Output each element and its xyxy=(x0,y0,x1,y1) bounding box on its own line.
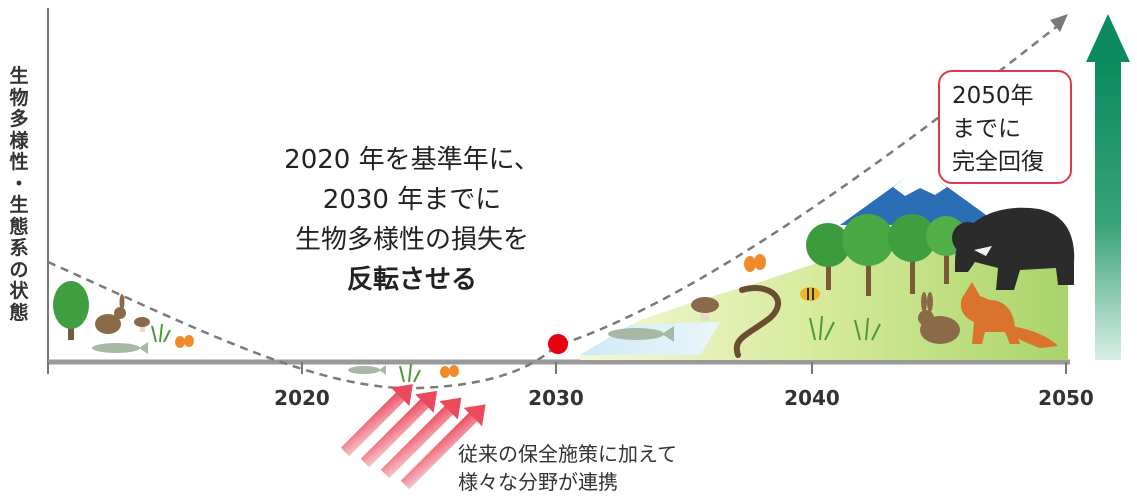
effort-arrow xyxy=(380,397,462,479)
butterfly-icon xyxy=(175,335,194,348)
y-axis-label-char: ・ xyxy=(9,172,29,195)
goal-statement-line: 2020 年を基準年に、 xyxy=(284,145,540,175)
bee-icon xyxy=(800,287,820,301)
y-axis-label-char: 状 xyxy=(9,280,29,302)
goal-2050-line: 完全回復 xyxy=(952,149,1044,175)
effort-arrow xyxy=(400,404,486,490)
goal-2050-line: までに xyxy=(952,116,1021,142)
bear-icon xyxy=(952,207,1075,290)
fish-icon xyxy=(608,326,674,342)
y-axis-label-char: 多 xyxy=(9,108,29,130)
grass-icon xyxy=(399,363,421,383)
fish-icon xyxy=(92,342,148,354)
y-axis-label-char: の xyxy=(9,258,29,281)
trough-scene xyxy=(348,363,459,383)
recovery-scene xyxy=(580,178,1075,360)
goal-2050-line: 2050年 xyxy=(952,83,1034,109)
butterfly-icon xyxy=(744,254,766,272)
x-tick-label: 2020 xyxy=(274,386,330,410)
y-axis-label-char: 生 xyxy=(9,194,29,216)
y-axis-label-char: 物 xyxy=(9,86,29,109)
x-tick-label: 2040 xyxy=(784,386,840,410)
fox-icon xyxy=(960,282,1058,348)
grass-icon xyxy=(809,315,881,341)
y-axis-label: 生 物 多 様 性 ・ 生 態 系 の 状 態 xyxy=(8,65,30,324)
y-axis-label-char: 態 xyxy=(9,215,29,238)
fish-icon xyxy=(348,365,386,375)
trajectory-curve xyxy=(47,19,1066,390)
mushroom-icon xyxy=(691,297,719,321)
goal-statement-emphasis: 反転させる xyxy=(346,265,477,295)
y-axis-label-char: 生 xyxy=(9,65,29,87)
collaboration-note-line: 従来の保全施策に加えて xyxy=(458,442,677,466)
grass-icon xyxy=(151,323,171,343)
goal-statement-line: 2030 年までに xyxy=(322,185,502,215)
mountain-icon xyxy=(840,178,1000,225)
tree-icon xyxy=(53,281,89,340)
y-axis-label-char: 系 xyxy=(9,237,29,259)
goal-statement-line: 生物多様性の損失を xyxy=(294,225,529,255)
recovery-arrow xyxy=(1086,14,1130,360)
effort-arrow xyxy=(360,390,438,468)
x-axis-ticks xyxy=(47,362,1067,374)
mushroom-icon xyxy=(134,317,150,332)
x-tick-label: 2050 xyxy=(1038,386,1094,410)
snake-icon xyxy=(733,285,782,358)
target-2030-marker xyxy=(548,334,568,354)
baseline-scene xyxy=(53,281,194,354)
trajectory-arrowhead xyxy=(1050,14,1068,32)
rabbit-icon xyxy=(95,294,126,334)
goal-statement: 2020 年を基準年に、 2030 年までに 生物多様性の損失を 反転させる xyxy=(262,140,562,300)
y-axis-label-char: 態 xyxy=(9,301,29,324)
butterfly-icon xyxy=(440,365,459,378)
effort-arrows xyxy=(340,384,486,490)
goal-2050-box: 2050年 までに 完全回復 xyxy=(938,70,1072,184)
collaboration-note-line: 様々な分野が連携 xyxy=(458,470,618,494)
y-axis-label-char: 性 xyxy=(9,151,29,173)
effort-arrow xyxy=(340,384,413,457)
y-axis-label-char: 様 xyxy=(9,129,29,152)
rabbit-icon xyxy=(918,292,960,344)
x-tick-label: 2030 xyxy=(528,386,584,410)
collaboration-note: 従来の保全施策に加えて 様々な分野が連携 xyxy=(458,440,677,496)
